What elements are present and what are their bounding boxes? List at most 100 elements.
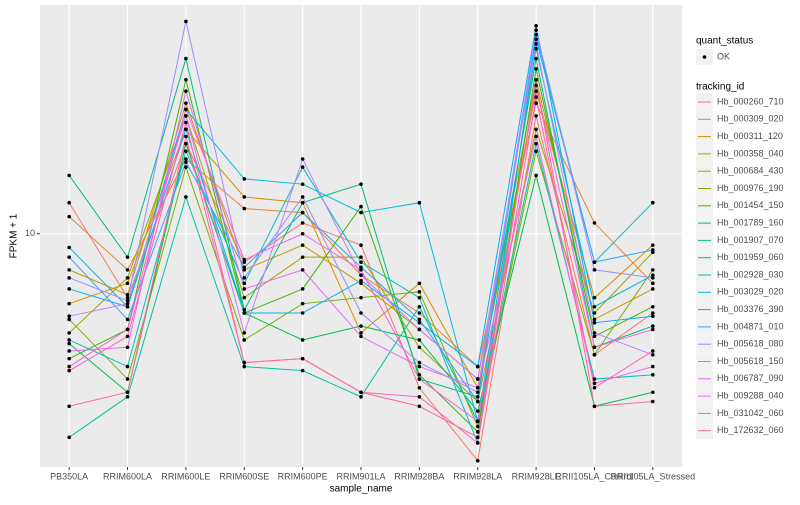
data-point — [417, 304, 422, 309]
data-point — [184, 134, 188, 139]
x-axis-title: sample_name — [330, 484, 393, 495]
data-point — [67, 331, 71, 335]
x-tick-label: RRIM600SE — [219, 471, 269, 481]
data-point — [125, 364, 130, 369]
data-point — [125, 327, 130, 332]
data-point — [67, 404, 71, 409]
x-tick-label: RRIM928BA — [394, 471, 444, 481]
data-point — [125, 304, 130, 309]
data-point — [359, 182, 363, 186]
data-point — [242, 265, 247, 270]
data-point — [184, 141, 188, 146]
data-point — [125, 301, 130, 306]
legend-label: Hb_009288_040 — [717, 390, 784, 400]
y-tick-label: 10 — [25, 228, 35, 238]
data-point — [242, 257, 247, 262]
data-point — [184, 120, 188, 125]
data-point — [67, 255, 71, 259]
legend-label: Hb_000260_710 — [717, 96, 784, 106]
data-point — [592, 331, 597, 335]
x-tick-label: RRIM928LA — [453, 471, 502, 481]
data-point — [417, 295, 422, 300]
data-point — [125, 276, 130, 280]
data-point — [67, 368, 71, 373]
data-point — [242, 195, 247, 199]
data-point — [67, 435, 71, 440]
data-point — [300, 195, 305, 199]
data-point — [184, 157, 188, 161]
data-point — [417, 360, 422, 365]
data-point — [184, 195, 188, 199]
data-point — [300, 182, 305, 186]
legend-label: Hb_000976_190 — [717, 183, 784, 193]
data-point — [534, 23, 538, 28]
data-point — [359, 260, 363, 264]
data-point — [417, 338, 422, 342]
data-point — [534, 149, 538, 154]
legend-label: Hb_001959_060 — [717, 252, 784, 262]
data-point — [592, 377, 597, 381]
data-point — [67, 338, 71, 342]
data-point — [359, 273, 363, 277]
data-point — [242, 268, 247, 272]
data-point — [534, 42, 538, 46]
data-point — [184, 101, 188, 105]
data-point — [417, 345, 422, 350]
data-point — [417, 281, 422, 286]
data-point — [475, 441, 480, 445]
data-point — [534, 134, 538, 139]
data-point — [300, 338, 305, 342]
legend-label: Hb_000309_020 — [717, 114, 784, 124]
data-point — [475, 458, 480, 463]
data-point — [184, 160, 188, 164]
data-point — [184, 114, 188, 118]
data-point — [651, 364, 655, 369]
data-point — [184, 107, 188, 112]
data-point — [300, 200, 305, 205]
data-point — [651, 281, 655, 286]
data-point — [417, 373, 422, 377]
data-point — [359, 204, 363, 209]
legend-label: Hb_000311_120 — [717, 131, 783, 141]
data-point — [359, 268, 363, 272]
data-point — [67, 276, 71, 280]
legend-label: OK — [717, 51, 730, 61]
data-point — [475, 385, 480, 390]
x-tick-label: RRIM600PE — [278, 471, 328, 481]
data-point — [534, 95, 538, 99]
data-point — [125, 295, 130, 300]
data-point — [242, 206, 247, 211]
y-axis-title: FPKM + 1 — [9, 213, 20, 258]
data-point — [417, 320, 422, 325]
data-point — [300, 231, 305, 236]
legend-label: Hb_005618_150 — [717, 356, 784, 366]
legend-label: Hb_004871_010 — [717, 321, 784, 331]
data-point — [359, 265, 363, 270]
legend-label: Hb_006787_090 — [717, 373, 784, 383]
data-point — [592, 320, 597, 325]
data-point — [242, 276, 247, 280]
data-point — [592, 304, 597, 309]
data-point — [242, 308, 247, 312]
data-point — [359, 295, 363, 300]
data-point — [534, 127, 538, 132]
data-point — [67, 268, 71, 272]
data-point — [534, 37, 538, 42]
x-tick-label: RRIM901LA — [336, 471, 385, 481]
data-point — [651, 287, 655, 291]
data-point — [359, 334, 363, 339]
data-point — [125, 377, 130, 381]
data-point — [184, 89, 188, 93]
data-point — [125, 292, 130, 297]
x-tick-label: RRIM600LE — [161, 471, 210, 481]
data-point — [359, 324, 363, 328]
data-point — [651, 349, 655, 353]
data-point — [300, 243, 305, 247]
legend-label: Hb_031042_060 — [717, 408, 784, 418]
data-point — [651, 248, 655, 252]
legend-label: Hb_003029_020 — [717, 287, 784, 297]
data-point — [592, 385, 597, 390]
data-point — [651, 304, 655, 309]
data-point — [534, 67, 538, 71]
legend-label: Hb_001454_150 — [717, 200, 784, 210]
